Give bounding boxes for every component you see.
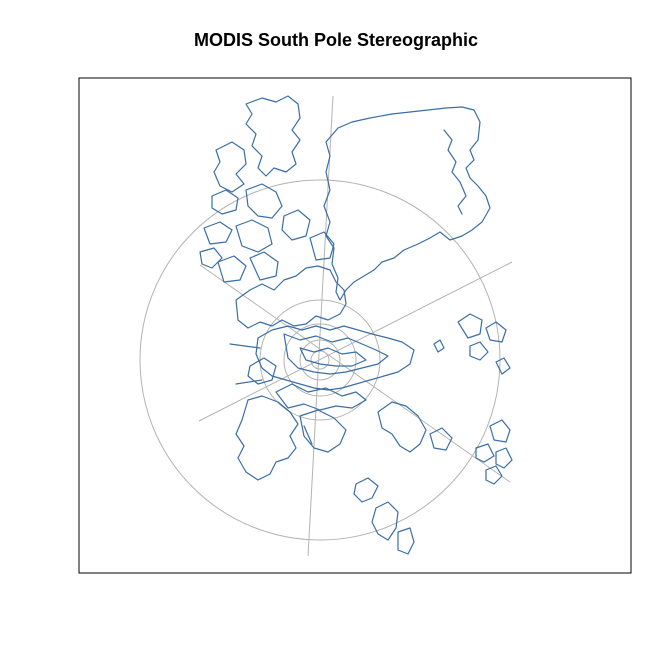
coastline-island [371,501,399,541]
coastline-island [489,419,511,443]
border-line [229,343,261,349]
coastline-island [199,247,223,269]
coastline-island [397,527,415,555]
coastline-polar-core [275,383,367,411]
coastline-island [235,219,273,253]
coastline-island [485,321,507,343]
coastline-island [203,221,233,245]
coastline-island [217,255,247,283]
map-panel [139,95,513,557]
coastline-greenland-inner [443,129,467,215]
plot-frame [78,77,632,574]
coastline-island [433,339,445,353]
coastline-island [495,447,513,469]
coastline-island [245,183,283,219]
coastline-island [457,313,483,339]
coastline-north-america [235,265,347,329]
coastline-island [249,251,279,281]
parallel-circle [310,350,330,370]
coastline-island [495,357,511,375]
coastlines [199,95,513,555]
coastline-island [213,141,247,193]
coastline-polar-core [299,347,367,367]
parallel-circle [283,323,357,397]
border-line [303,425,313,445]
coastline-greenland [323,106,491,301]
coastline-island [245,95,301,177]
coastline-europe [429,427,453,451]
meridian-line [307,95,334,557]
coastline-island [211,189,239,215]
border-line [235,379,263,385]
coastline-island [353,477,379,503]
coastline-island [485,465,503,485]
coastline-island [281,209,311,241]
coastline-eurasia [235,395,299,481]
coastline-polar-core [283,333,389,375]
coastline-eurasia [299,409,347,453]
coastline-polar-core [255,325,415,391]
coastline-island [309,231,335,261]
plot-title: MODIS South Pole Stereographic [193,30,479,50]
coastline-island [475,443,495,463]
coastline-island [469,341,489,361]
coastline-polar-core [247,357,277,385]
coastline-europe [377,401,427,453]
meridian-line [199,264,511,483]
